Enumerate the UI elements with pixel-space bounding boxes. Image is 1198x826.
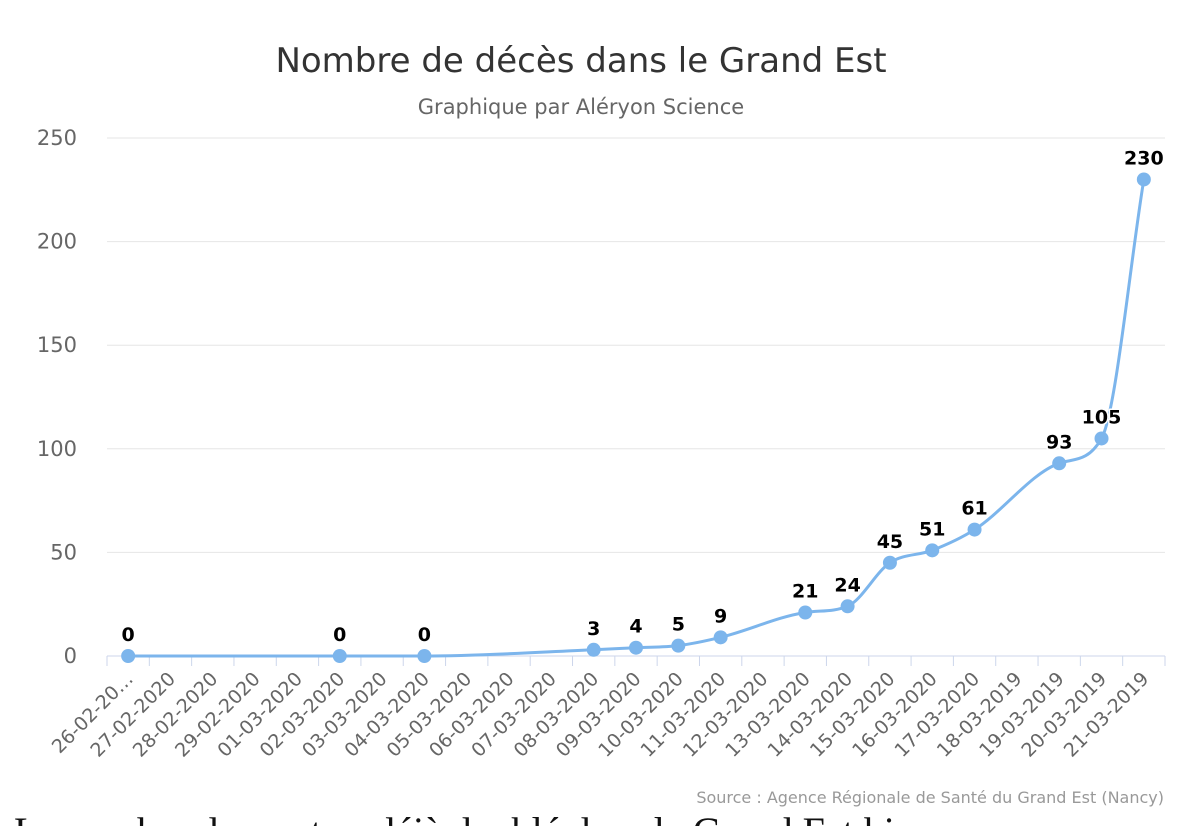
- data-label: 61: [961, 498, 987, 520]
- y-tick-label: 50: [50, 540, 77, 564]
- data-label: 0: [122, 624, 135, 646]
- data-label: 93: [1046, 431, 1072, 453]
- data-label: 105: [1082, 406, 1122, 428]
- y-tick-label: 250: [37, 126, 77, 150]
- data-point[interactable]: [925, 543, 940, 558]
- data-point[interactable]: [1094, 431, 1109, 446]
- data-label: 9: [714, 605, 727, 627]
- data-points: [121, 172, 1151, 663]
- data-point[interactable]: [121, 649, 136, 663]
- data-point[interactable]: [840, 599, 855, 614]
- data-point[interactable]: [798, 605, 813, 620]
- chart-subtitle: Graphique par Aléryon Science: [418, 95, 744, 119]
- line-chart: Nombre de décès dans le Grand Est Graphi…: [37, 41, 1166, 807]
- data-point[interactable]: [671, 638, 686, 653]
- data-label: 21: [792, 580, 818, 602]
- y-axis-labels: 0 50 100 150 200 250: [37, 126, 77, 668]
- y-tick-label: 150: [37, 333, 77, 357]
- x-axis-labels: 26-02-20…27-02-202028-02-202029-02-20200…: [48, 656, 1166, 762]
- grid-lines: [107, 137, 1165, 657]
- data-label: 230: [1124, 147, 1164, 169]
- data-point[interactable]: [1052, 456, 1067, 471]
- data-label: 24: [834, 574, 860, 596]
- data-label: 0: [418, 624, 431, 646]
- data-label: 3: [587, 618, 600, 640]
- y-tick-label: 100: [37, 437, 77, 461]
- y-tick-label: 0: [64, 644, 77, 668]
- chart-credits[interactable]: Source : Agence Régionale de Santé du Gr…: [696, 788, 1164, 807]
- data-point[interactable]: [967, 522, 982, 537]
- data-point[interactable]: [586, 642, 601, 657]
- data-label: 0: [333, 624, 346, 646]
- chart-title: Nombre de décès dans le Grand Est: [275, 41, 886, 81]
- data-label: 4: [629, 616, 642, 638]
- chart-container: Nombre de décès dans le Grand Est Graphi…: [20, 10, 1182, 810]
- article-text-cropped: Le nombre de morts a déjà doublé dans le…: [0, 812, 1198, 826]
- data-point[interactable]: [1136, 172, 1151, 187]
- series-line: [128, 179, 1146, 658]
- y-tick-label: 200: [37, 230, 77, 254]
- data-point[interactable]: [417, 649, 432, 663]
- data-point[interactable]: [332, 649, 347, 663]
- data-point[interactable]: [629, 640, 643, 655]
- data-label: 5: [672, 614, 685, 636]
- data-point[interactable]: [882, 555, 897, 570]
- data-point[interactable]: [713, 630, 728, 645]
- data-label: 51: [919, 518, 945, 540]
- data-label: 45: [877, 531, 903, 553]
- article-text: Le nombre de morts a déjà doublé dans le…: [14, 812, 926, 826]
